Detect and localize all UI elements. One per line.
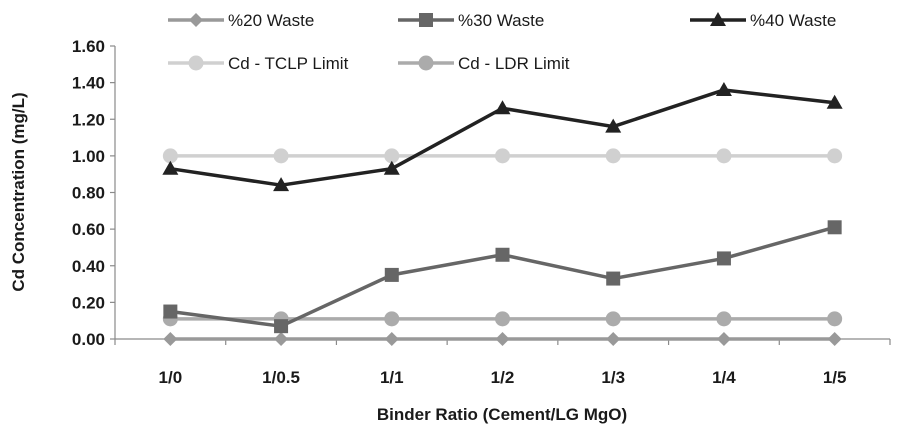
legend-label: %30 Waste xyxy=(458,11,544,30)
y-tick-label: 0.80 xyxy=(72,184,105,203)
data-point xyxy=(274,332,289,346)
data-point xyxy=(716,311,732,327)
legend-item: %30 Waste xyxy=(398,11,544,30)
x-tick-label: 1/4 xyxy=(712,368,736,387)
x-tick-label: 1/1 xyxy=(380,368,404,387)
legend-label: Cd - TCLP Limit xyxy=(228,54,349,73)
data-point xyxy=(384,311,400,327)
data-point xyxy=(384,332,399,346)
legend-marker xyxy=(189,13,203,27)
data-point xyxy=(606,332,621,346)
legend-item: %40 Waste xyxy=(690,11,836,30)
data-point xyxy=(495,311,510,327)
y-tick-label: 1.20 xyxy=(72,110,105,129)
legend-marker xyxy=(710,12,726,26)
data-point xyxy=(273,148,289,164)
legend-label: %20 Waste xyxy=(228,11,314,30)
legend-item: Cd - TCLP Limit xyxy=(168,54,349,73)
y-axis-title: Cd Concentration (mg/L) xyxy=(9,92,28,291)
y-tick-label: 0.20 xyxy=(72,293,105,312)
data-point xyxy=(827,332,842,346)
legend: %20 Waste %30 Waste %40 Waste Cd - TCLP Lim… xyxy=(168,11,836,73)
data-point xyxy=(605,118,622,133)
y-tick-label: 0.60 xyxy=(72,220,105,239)
data-point xyxy=(827,148,843,164)
series-triangle xyxy=(162,81,843,192)
x-axis-title: Binder Ratio (Cement/LG MgO) xyxy=(377,405,627,424)
data-point xyxy=(384,267,399,282)
y-tick-label: 0.40 xyxy=(72,257,105,276)
data-point xyxy=(163,332,178,346)
data-point xyxy=(716,251,731,266)
data-point xyxy=(495,247,510,262)
y-tick-label: 1.40 xyxy=(72,74,105,93)
data-point xyxy=(162,160,179,175)
y-tick-label: 0.00 xyxy=(72,330,105,349)
data-point xyxy=(605,311,621,327)
data-point xyxy=(274,319,289,334)
y-tick-label: 1.00 xyxy=(72,147,105,166)
data-point xyxy=(383,160,400,175)
data-point xyxy=(273,177,290,192)
data-point xyxy=(495,148,510,164)
data-point xyxy=(827,311,843,327)
data-point xyxy=(716,148,732,164)
series-circle xyxy=(162,148,843,164)
data-point xyxy=(716,332,731,346)
data-point xyxy=(162,148,178,164)
data-point xyxy=(715,81,732,96)
data-point xyxy=(495,332,510,346)
data-point xyxy=(163,304,178,319)
legend-item: %20 Waste xyxy=(168,11,314,30)
y-axis-ticks: 0.00 0.20 0.40 0.60 0.80 1.00 1.20 1.40 1.60 xyxy=(72,37,115,349)
legend-marker xyxy=(188,55,204,71)
series-diamond xyxy=(163,332,842,346)
x-tick-label: 1/3 xyxy=(601,368,625,387)
legend-marker xyxy=(419,13,433,27)
x-tick-label: 1/0 xyxy=(159,368,183,387)
legend-marker xyxy=(418,55,434,71)
series-square xyxy=(163,220,842,334)
y-tick-label: 1.60 xyxy=(72,37,105,56)
x-axis-ticks: 1/0 1/0.5 1/1 1/2 1/3 1/4 1/5 xyxy=(114,339,891,387)
x-tick-label: 1/2 xyxy=(491,368,515,387)
data-point xyxy=(826,94,843,109)
x-tick-label: 1/5 xyxy=(823,368,847,387)
data-point xyxy=(605,148,621,164)
data-point xyxy=(384,148,400,164)
legend-item: Cd - LDR Limit xyxy=(398,54,570,73)
series-group xyxy=(162,81,843,346)
x-tick-label: 1/0.5 xyxy=(262,368,300,387)
data-point xyxy=(606,271,621,286)
legend-label: Cd - LDR Limit xyxy=(458,54,570,73)
series-line xyxy=(170,225,836,328)
data-point xyxy=(827,220,842,235)
data-point xyxy=(494,100,511,115)
legend-label: %40 Waste xyxy=(750,11,836,30)
plot-area: 0.00 0.20 0.40 0.60 0.80 1.00 1.20 1.40 1.60 1/0… xyxy=(72,37,891,387)
